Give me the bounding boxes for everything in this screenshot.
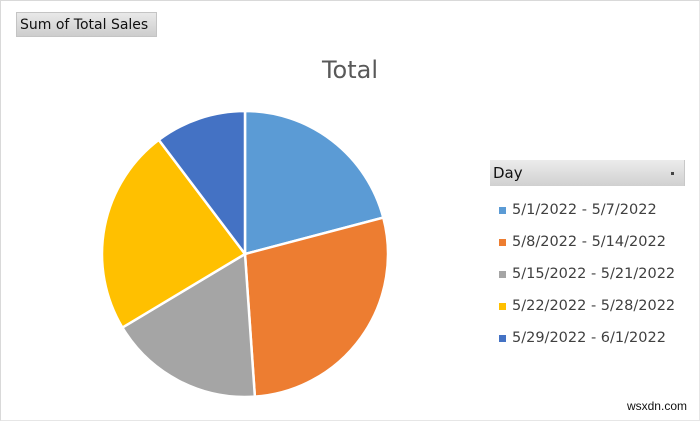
legend: 5/1/2022 - 5/7/2022 5/8/2022 - 5/14/2022… [499,194,675,354]
legend-item[interactable]: 5/15/2022 - 5/21/2022 [499,258,675,290]
legend-label: 5/8/2022 - 5/14/2022 [512,234,666,250]
pie-slice[interactable] [243,216,390,398]
pie-slice[interactable] [121,252,257,399]
dropdown-arrow-icon [671,172,674,175]
legend-label: 5/29/2022 - 6/1/2022 [512,330,666,346]
legend-swatch-icon [499,206,506,214]
pie-slice[interactable] [100,138,247,329]
legend-field-dropdown[interactable]: Day [490,160,685,186]
legend-item[interactable]: 5/8/2022 - 5/14/2022 [499,226,675,258]
legend-label: 5/22/2022 - 5/28/2022 [512,298,676,314]
legend-swatch-icon [499,334,506,342]
legend-label: 5/15/2022 - 5/21/2022 [512,266,676,282]
legend-item[interactable]: 5/22/2022 - 5/28/2022 [499,290,675,322]
chart-title: Total [321,56,379,84]
legend-swatch-icon [499,238,506,246]
watermark: wsxdn.com [626,399,687,413]
legend-item[interactable]: 5/1/2022 - 5/7/2022 [499,194,675,226]
legend-field-label: Day [493,164,523,182]
legend-swatch-icon [499,302,506,310]
value-field-button[interactable]: Sum of Total Sales [16,12,157,37]
pie-slice[interactable] [157,109,247,256]
legend-label: 5/1/2022 - 5/7/2022 [512,202,657,218]
legend-item[interactable]: 5/29/2022 - 6/1/2022 [499,322,675,354]
legend-swatch-icon [499,270,506,278]
pie-slice[interactable] [243,109,385,256]
